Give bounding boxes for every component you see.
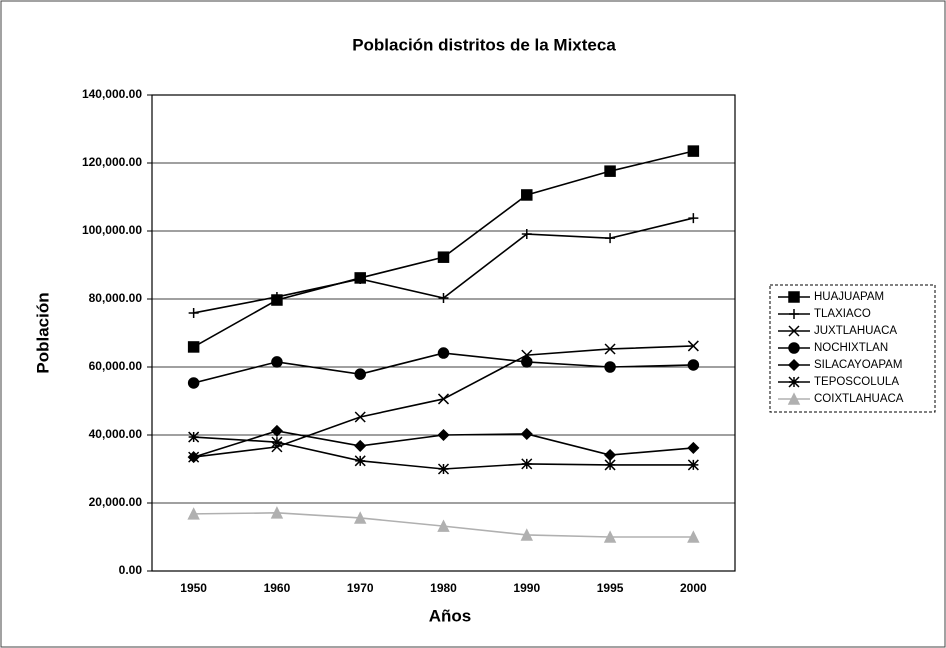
marker: [271, 291, 282, 302]
marker: [354, 368, 366, 380]
marker: [437, 251, 450, 263]
y-tick-label: 100,000.00: [82, 223, 142, 237]
legend-label: SILACAYOAPAM: [814, 359, 902, 371]
marker: [438, 292, 449, 303]
marker: [187, 341, 200, 353]
x-tick-label: 1995: [597, 581, 624, 595]
legend-marker: [788, 325, 800, 337]
marker: [521, 356, 533, 368]
marker: [437, 393, 450, 405]
marker: [520, 528, 533, 541]
marker: [187, 507, 200, 520]
marker: [271, 356, 283, 368]
marker: [687, 441, 700, 454]
legend-marker: [787, 392, 801, 405]
marker: [604, 459, 616, 471]
marker: [521, 229, 532, 240]
legend-marker: [787, 358, 801, 372]
legend-label: HUAJUAPAM: [814, 291, 884, 303]
marker: [521, 458, 533, 470]
marker: [688, 213, 699, 224]
marker: [270, 424, 283, 437]
marker: [270, 506, 284, 519]
x-tick-label: 1990: [513, 581, 540, 595]
marker: [687, 530, 700, 543]
x-tick-label: 1980: [430, 581, 457, 595]
marker: [521, 189, 533, 201]
y-tick-label: 60,000.00: [89, 359, 143, 373]
marker: [354, 511, 367, 524]
legend-label: TLAXIACO: [814, 308, 871, 320]
y-tick-label: 40,000.00: [89, 427, 143, 441]
marker: [355, 273, 366, 284]
marker: [354, 439, 367, 452]
marker: [354, 411, 366, 423]
y-axis-label: Población: [33, 292, 52, 373]
x-axis-label: Años: [429, 606, 472, 625]
marker: [687, 359, 700, 371]
legend-marker: [789, 309, 799, 319]
legend-marker: [788, 342, 800, 354]
legend-marker: [788, 291, 800, 303]
legend-label: JUXTLAHUACA: [814, 325, 897, 337]
x-tick-label: 1950: [180, 581, 207, 595]
marker: [604, 165, 616, 177]
marker: [188, 431, 200, 443]
marker: [605, 233, 616, 244]
x-tick-label: 1960: [264, 581, 291, 595]
marker: [604, 343, 616, 355]
marker: [687, 145, 700, 157]
marker: [437, 347, 450, 359]
marker: [188, 307, 199, 318]
plot-area: [151, 94, 736, 572]
legend-label: NOCHIXTLAN: [814, 342, 888, 354]
marker: [687, 340, 699, 352]
y-tick-label: 80,000.00: [89, 291, 143, 305]
marker: [437, 428, 450, 442]
legend-marker: [788, 376, 800, 388]
marker: [437, 463, 450, 475]
marker: [187, 451, 200, 464]
y-tick-label: 20,000.00: [89, 495, 143, 509]
x-tick-label: 2000: [680, 581, 707, 595]
marker: [437, 519, 450, 532]
y-tick-label: 0.00: [119, 563, 143, 577]
y-tick-label: 120,000.00: [82, 155, 142, 169]
y-tick-label: 140,000.00: [82, 87, 142, 101]
marker: [603, 530, 617, 543]
marker: [604, 361, 616, 373]
marker: [354, 455, 366, 467]
legend-label: TEPOSCOLULA: [814, 376, 899, 388]
x-tick-label: 1970: [347, 581, 374, 595]
marker: [271, 436, 283, 448]
legend-label: COIXTLAHUACA: [814, 393, 904, 405]
marker: [687, 459, 699, 471]
marker: [187, 377, 200, 389]
marker: [520, 427, 533, 441]
chart-title: Población distritos de la Mixteca: [352, 35, 616, 54]
